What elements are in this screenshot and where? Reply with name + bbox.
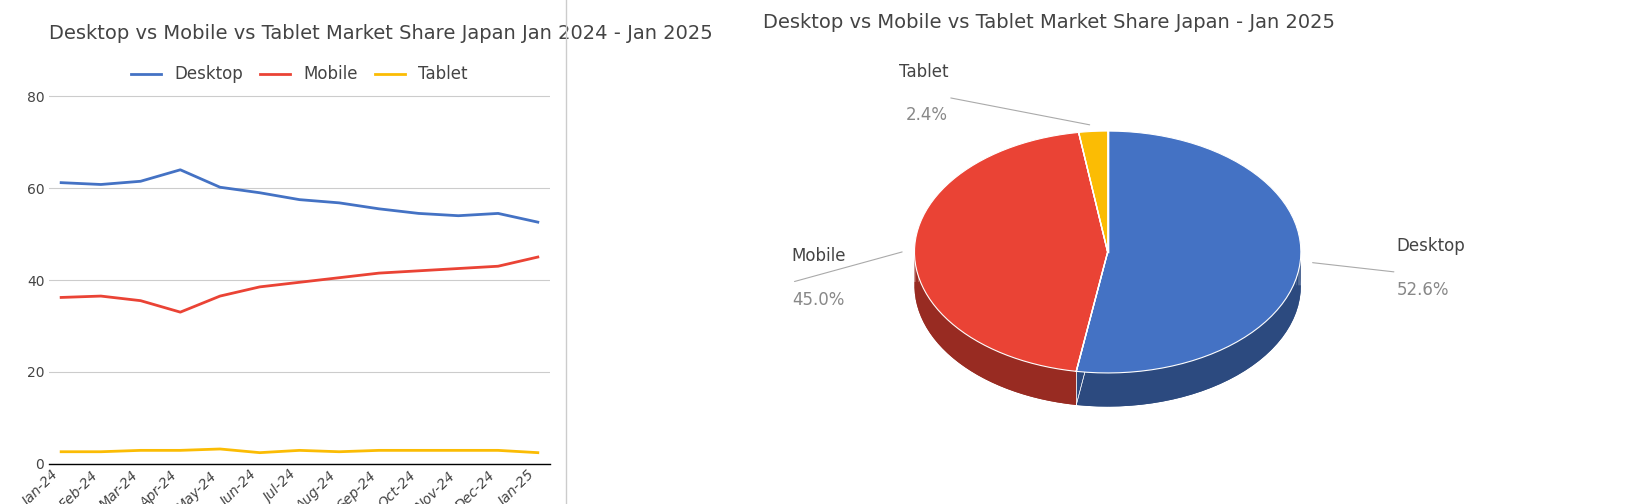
Polygon shape xyxy=(1252,327,1259,366)
Legend: Desktop, Mobile, Tablet: Desktop, Mobile, Tablet xyxy=(125,59,474,90)
Polygon shape xyxy=(958,329,965,367)
Polygon shape xyxy=(1229,342,1237,380)
Polygon shape xyxy=(1296,272,1298,312)
Polygon shape xyxy=(1067,370,1076,405)
Polygon shape xyxy=(1282,298,1287,338)
Polygon shape xyxy=(934,304,939,343)
Text: Desktop vs Mobile vs Tablet Market Share Japan Jan 2024 - Jan 2025: Desktop vs Mobile vs Tablet Market Share… xyxy=(49,24,712,43)
Polygon shape xyxy=(965,333,971,371)
Polygon shape xyxy=(1109,373,1119,407)
Text: 45.0%: 45.0% xyxy=(793,291,843,308)
Polygon shape xyxy=(1172,363,1183,400)
Polygon shape xyxy=(1076,131,1301,373)
Text: Tablet: Tablet xyxy=(899,62,948,81)
Polygon shape xyxy=(1049,367,1058,403)
Polygon shape xyxy=(930,299,934,338)
Text: Mobile: Mobile xyxy=(793,247,847,266)
Polygon shape xyxy=(1277,304,1282,344)
Polygon shape xyxy=(985,345,991,383)
Polygon shape xyxy=(1078,131,1108,252)
Polygon shape xyxy=(914,133,1108,371)
Polygon shape xyxy=(914,282,1108,405)
Polygon shape xyxy=(917,272,919,311)
Polygon shape xyxy=(1058,369,1067,404)
Polygon shape xyxy=(978,341,985,379)
Polygon shape xyxy=(953,324,958,362)
Text: Desktop vs Mobile vs Tablet Market Share Japan - Jan 2025: Desktop vs Mobile vs Tablet Market Share… xyxy=(763,14,1336,32)
Polygon shape xyxy=(1193,358,1201,394)
Polygon shape xyxy=(1293,279,1296,319)
Polygon shape xyxy=(1246,332,1252,371)
Polygon shape xyxy=(999,352,1008,389)
Polygon shape xyxy=(1076,285,1301,407)
Polygon shape xyxy=(921,283,924,322)
Polygon shape xyxy=(1016,358,1024,395)
Polygon shape xyxy=(1119,372,1131,406)
Polygon shape xyxy=(1290,285,1293,325)
Polygon shape xyxy=(1237,337,1246,375)
Polygon shape xyxy=(1272,310,1277,350)
Polygon shape xyxy=(1201,354,1211,391)
Polygon shape xyxy=(971,338,978,375)
Polygon shape xyxy=(919,277,921,317)
Polygon shape xyxy=(1152,368,1162,403)
Polygon shape xyxy=(1287,292,1290,332)
Polygon shape xyxy=(1265,316,1272,355)
Polygon shape xyxy=(947,320,953,358)
Text: 52.6%: 52.6% xyxy=(1396,281,1449,298)
Polygon shape xyxy=(1219,346,1229,384)
Polygon shape xyxy=(1140,370,1152,405)
Polygon shape xyxy=(1131,371,1140,406)
Polygon shape xyxy=(942,314,947,353)
Polygon shape xyxy=(1076,371,1086,406)
Polygon shape xyxy=(1211,350,1219,388)
Polygon shape xyxy=(1183,361,1193,397)
Polygon shape xyxy=(1040,365,1049,401)
Polygon shape xyxy=(1032,363,1040,399)
Polygon shape xyxy=(1098,373,1109,407)
Text: 2.4%: 2.4% xyxy=(906,106,948,124)
Polygon shape xyxy=(991,349,999,386)
Text: Desktop: Desktop xyxy=(1396,237,1465,256)
Polygon shape xyxy=(939,309,942,348)
Polygon shape xyxy=(927,294,930,333)
Polygon shape xyxy=(924,288,927,328)
Polygon shape xyxy=(1086,372,1098,406)
Polygon shape xyxy=(1008,355,1016,392)
Polygon shape xyxy=(1162,366,1172,402)
Polygon shape xyxy=(1259,322,1265,361)
Polygon shape xyxy=(1024,361,1032,397)
